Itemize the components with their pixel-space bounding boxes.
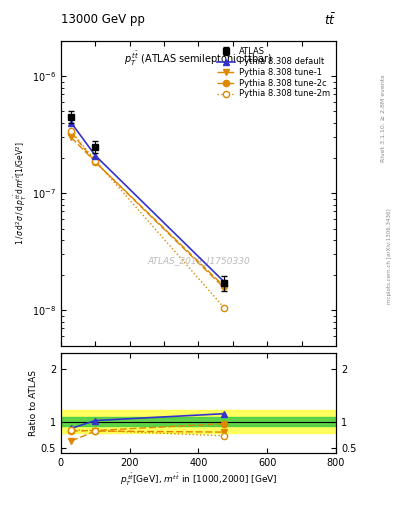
- Pythia 8.308 default: [93, 153, 97, 159]
- Pythia 8.308 default: [222, 279, 227, 285]
- Y-axis label: Ratio to ATLAS: Ratio to ATLAS: [29, 370, 38, 436]
- Text: $p_T^{\,t\bar{t}}$ (ATLAS semileptonic ttbar): $p_T^{\,t\bar{t}}$ (ATLAS semileptonic t…: [124, 50, 273, 68]
- Y-axis label: $1\,/\,\sigma\,\mathrm{d}^2\sigma\,/\,\mathrm{d}\,p_T^{\,t\bar{t}}\mathrm{d}\,m^: $1\,/\,\sigma\,\mathrm{d}^2\sigma\,/\,\m…: [13, 141, 29, 245]
- Text: mcplots.cern.ch [arXiv:1306.3436]: mcplots.cern.ch [arXiv:1306.3436]: [387, 208, 391, 304]
- Text: 13000 GeV pp: 13000 GeV pp: [61, 13, 145, 26]
- Pythia 8.308 default: [69, 120, 73, 126]
- Bar: [61, 410, 336, 433]
- Line: Pythia 8.308 tune-1: Pythia 8.308 tune-1: [68, 134, 228, 291]
- Line: Pythia 8.308 default: Pythia 8.308 default: [68, 120, 228, 285]
- Pythia 8.308 tune-1: [93, 159, 97, 165]
- Pythia 8.308 tune-2c: [93, 159, 97, 165]
- Pythia 8.308 tune-2c: [222, 283, 227, 289]
- Bar: [61, 417, 336, 426]
- Pythia 8.308 tune-1: [69, 134, 73, 140]
- Line: Pythia 8.308 tune-2m: Pythia 8.308 tune-2m: [68, 128, 228, 311]
- X-axis label: $p_T^{\,t\bar{t}}$[GeV], $m^{t\bar{t}}$ in [1000,2000] [GeV]: $p_T^{\,t\bar{t}}$[GeV], $m^{t\bar{t}}$ …: [120, 472, 277, 488]
- Text: ATLAS_2019_I1750330: ATLAS_2019_I1750330: [147, 256, 250, 265]
- Pythia 8.308 tune-2m: [69, 128, 73, 134]
- Pythia 8.308 tune-1: [222, 285, 227, 291]
- Line: Pythia 8.308 tune-2c: Pythia 8.308 tune-2c: [68, 130, 228, 290]
- Pythia 8.308 tune-2m: [222, 305, 227, 311]
- Legend: ATLAS, Pythia 8.308 default, Pythia 8.308 tune-1, Pythia 8.308 tune-2c, Pythia 8: ATLAS, Pythia 8.308 default, Pythia 8.30…: [213, 44, 334, 102]
- Pythia 8.308 tune-2m: [93, 158, 97, 164]
- Text: $t\bar{t}$: $t\bar{t}$: [324, 13, 336, 28]
- Text: Rivet 3.1.10, ≥ 2.8M events: Rivet 3.1.10, ≥ 2.8M events: [381, 74, 386, 161]
- Pythia 8.308 tune-2c: [69, 130, 73, 136]
